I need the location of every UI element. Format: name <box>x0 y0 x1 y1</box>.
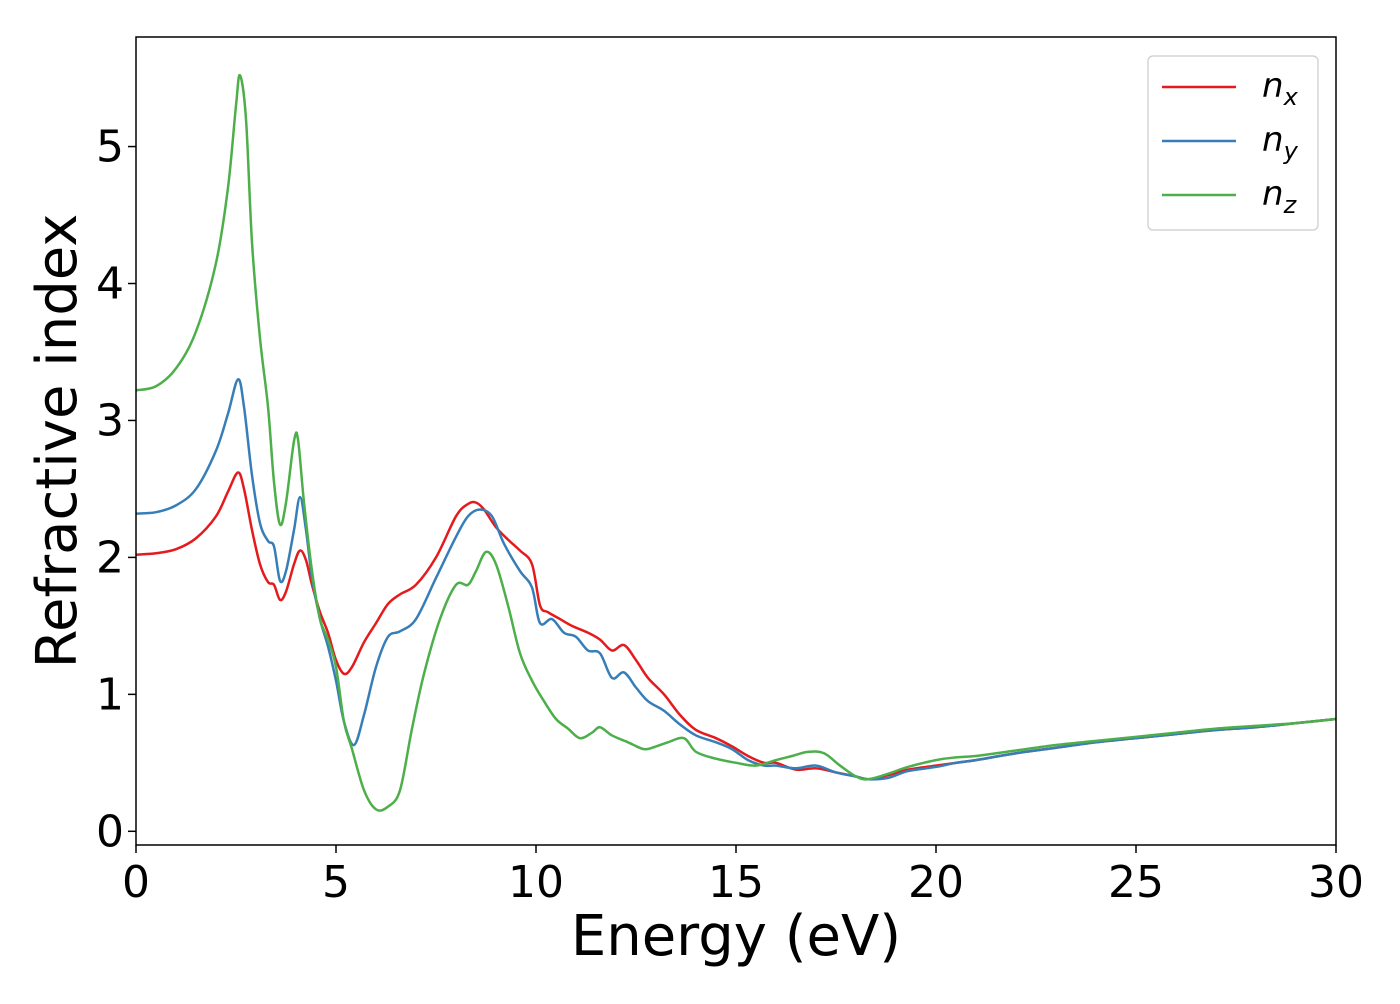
x-tick-label: 25 <box>1108 857 1164 908</box>
x-tick-label: 5 <box>322 857 350 908</box>
y-tick-label: 3 <box>96 395 124 446</box>
legend: nx ny nz <box>1147 55 1319 231</box>
x-tick-label: 10 <box>508 857 564 908</box>
series-line-n-z <box>135 73 1337 812</box>
x-tick-label: 20 <box>908 857 964 908</box>
x-tick-label: 30 <box>1308 857 1364 908</box>
plot-background <box>136 37 1336 845</box>
y-axis: 0 1 2 3 4 5 <box>96 122 136 857</box>
y-axis-title: Refractive index <box>25 214 90 669</box>
y-tick-label: 0 <box>96 806 124 857</box>
y-tick-label: 1 <box>96 669 124 720</box>
y-tick-label: 5 <box>96 122 124 173</box>
legend-label-n-y: ny <box>1262 120 1299 165</box>
legend-label-n-x: nx <box>1262 66 1299 111</box>
x-axis: 0 5 10 15 20 25 30 <box>122 845 1364 908</box>
x-tick-label: 0 <box>122 857 150 908</box>
x-tick-label: 15 <box>708 857 764 908</box>
series-line-n-x <box>135 471 1337 781</box>
y-tick-label: 4 <box>96 259 124 310</box>
legend-label-n-z: nz <box>1262 174 1298 219</box>
series-line-n-y <box>135 378 1337 781</box>
legend-box <box>1147 55 1319 231</box>
series-layer <box>135 73 1337 812</box>
x-axis-title: Energy (eV) <box>571 904 901 969</box>
y-tick-label: 2 <box>96 532 124 583</box>
